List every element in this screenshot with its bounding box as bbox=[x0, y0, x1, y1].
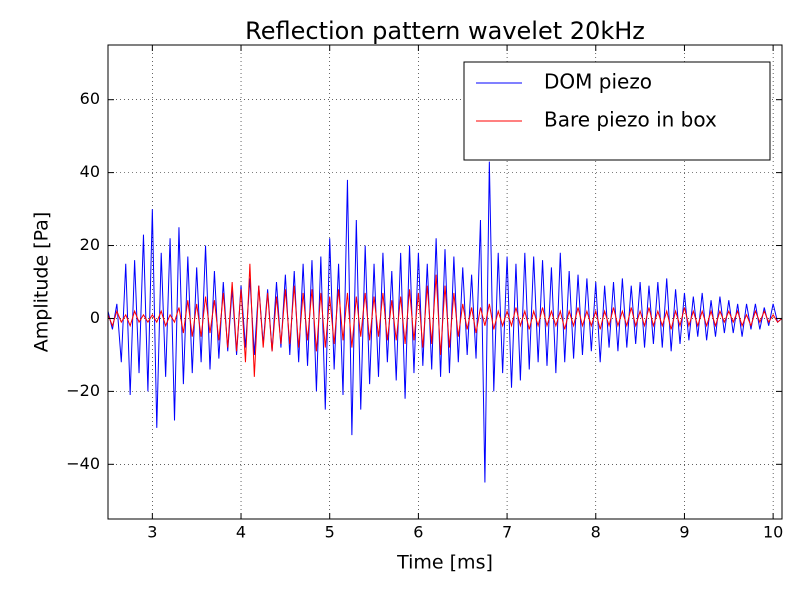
y-tick-label: −40 bbox=[66, 454, 100, 473]
x-tick-label: 7 bbox=[502, 523, 512, 542]
series-line bbox=[108, 263, 782, 377]
x-tick-label: 9 bbox=[679, 523, 689, 542]
legend-label: Bare piezo in box bbox=[544, 108, 717, 132]
y-tick-label: 40 bbox=[80, 162, 100, 181]
y-tick-label: 60 bbox=[80, 89, 100, 108]
series-line bbox=[108, 161, 782, 483]
y-tick-label: 20 bbox=[80, 235, 100, 254]
x-tick-label: 8 bbox=[591, 523, 601, 542]
legend: DOM piezo Bare piezo in box bbox=[463, 61, 771, 161]
grid bbox=[108, 45, 782, 519]
plot-frame bbox=[107, 44, 783, 520]
chart-title: Reflection pattern wavelet 20kHz bbox=[245, 17, 645, 45]
y-tick-label: −20 bbox=[66, 381, 100, 400]
y-tick-label: 0 bbox=[90, 308, 100, 327]
x-tick-label: 3 bbox=[147, 523, 157, 542]
x-tick-label: 6 bbox=[413, 523, 423, 542]
plot-lines bbox=[108, 161, 782, 483]
x-tick-label: 5 bbox=[325, 523, 335, 542]
legend-box bbox=[463, 61, 771, 161]
x-axis-label: Time [ms] bbox=[396, 552, 493, 574]
legend-label: DOM piezo bbox=[544, 70, 652, 94]
y-axis-label: Amplitude [Pa] bbox=[31, 212, 53, 352]
x-tick-label: 10 bbox=[763, 523, 783, 542]
x-tick-label: 4 bbox=[236, 523, 246, 542]
